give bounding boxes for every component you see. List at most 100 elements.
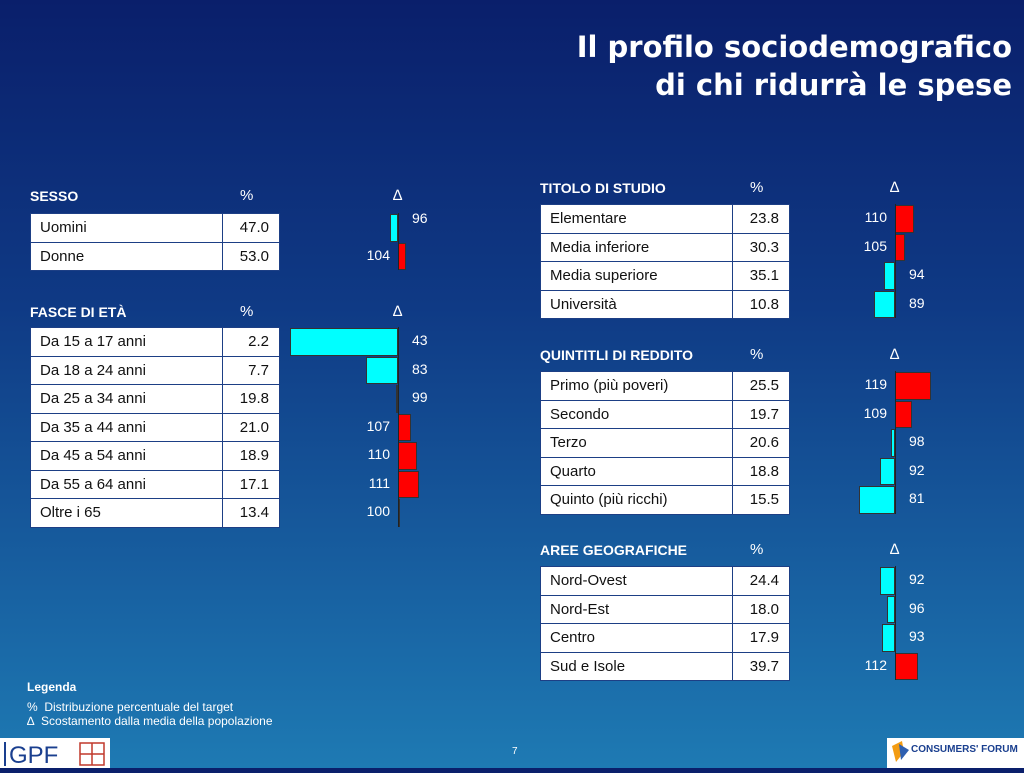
delta-bar	[895, 233, 905, 261]
delta-bar	[881, 624, 895, 652]
row-pct: 10.8	[732, 289, 790, 319]
delta-bar	[891, 429, 895, 457]
studio-pct-header: %	[750, 179, 764, 196]
delta-value: 99	[412, 389, 428, 405]
row-label: Da 18 a 24 anni	[30, 355, 223, 385]
delta-bar	[895, 372, 932, 400]
row-pct: 25.5	[732, 371, 790, 401]
row-label: Da 35 a 44 anni	[30, 412, 223, 442]
legend-pct-text: Distribuzione percentuale del target	[44, 700, 234, 714]
reddito-axis	[895, 371, 896, 514]
row-label: Quinto (più ricchi)	[540, 485, 733, 515]
delta-bar	[289, 328, 398, 356]
row-pct: 19.7	[732, 399, 790, 429]
table-row: Sud e Isole 39.7	[540, 651, 790, 681]
row-pct: 18.8	[732, 456, 790, 486]
table-row: Primo (più poveri) 25.5	[540, 371, 790, 401]
eta-section-title: FASCE DI ETÀ	[30, 304, 127, 320]
delta-value: 94	[909, 266, 925, 282]
studio-delta-header: ∆	[890, 179, 900, 196]
delta-value: 110	[367, 446, 390, 462]
row-pct: 19.8	[222, 384, 280, 414]
row-pct: 23.8	[732, 204, 790, 234]
studio-table: Elementare 23.8 Media inferiore 30.3 Media s…	[540, 204, 790, 319]
delta-value: 83	[412, 360, 428, 377]
delta-bar	[396, 385, 399, 413]
legend-delta-text: Scostamento dalla media della popolazion…	[41, 714, 273, 728]
delta-value: 107	[366, 417, 390, 434]
delta-bar	[398, 442, 417, 470]
table-row: Media superiore 35.1	[540, 261, 790, 291]
table-row: Da 45 a 54 anni 18.9	[30, 441, 280, 471]
row-pct: 17.9	[732, 623, 790, 653]
svg-text:CONSUMERS' FORUM: CONSUMERS' FORUM	[911, 744, 1018, 755]
delta-bar	[895, 205, 914, 233]
delta-bar	[887, 595, 895, 623]
row-label: Media inferiore	[540, 232, 733, 262]
row-label: Primo (più poveri)	[540, 371, 733, 401]
delta-value: 81	[909, 490, 925, 506]
row-pct: 24.4	[732, 566, 790, 596]
eta-pct-header: %	[240, 303, 254, 320]
aree-section-title: AREE GEOGRAFICHE	[540, 542, 688, 558]
page-number: 7	[512, 746, 518, 757]
delta-value: 92	[909, 461, 925, 478]
row-label: Uomini	[30, 213, 223, 243]
title-line-2: di chi ridurrà le spese	[655, 68, 1012, 102]
delta-value: 96	[412, 210, 428, 226]
table-row: Quarto 18.8	[540, 456, 790, 486]
legend-title: Legenda	[27, 680, 77, 694]
studio-axis	[895, 204, 896, 318]
row-pct: 21.0	[222, 412, 280, 442]
table-row: Terzo 20.6	[540, 428, 790, 458]
sesso-pct-header: %	[240, 187, 254, 204]
eta-table: Da 15 a 17 anni 2.2 Da 18 a 24 anni 7.7 Da 2…	[30, 327, 280, 528]
delta-bar	[895, 400, 913, 428]
table-row: Da 55 a 64 anni 17.1	[30, 469, 280, 499]
table-row: Media inferiore 30.3	[540, 232, 790, 262]
table-row: Quinto (più ricchi) 15.5	[540, 485, 790, 515]
eta-axis	[398, 327, 399, 527]
reddito-delta-header: ∆	[890, 346, 900, 363]
row-pct: 18.9	[222, 441, 280, 471]
table-row: Da 35 a 44 anni 21.0	[30, 412, 280, 442]
delta-bar	[858, 486, 895, 514]
row-label: Secondo	[540, 399, 733, 429]
delta-bar	[390, 214, 398, 242]
aree-axis	[895, 566, 896, 680]
row-label: Elementare	[540, 204, 733, 234]
table-row: Oltre i 65 13.4	[30, 498, 280, 528]
row-label: Media superiore	[540, 261, 733, 291]
row-pct: 53.0	[222, 241, 280, 271]
row-label: Terzo	[540, 428, 733, 458]
delta-value: 110	[864, 209, 887, 225]
row-pct: 2.2	[222, 327, 280, 357]
aree-delta-header: ∆	[890, 541, 900, 558]
delta-value: 98	[909, 433, 925, 449]
legend: Legenda % Distribuzione percentuale del …	[27, 680, 273, 728]
row-label: Donne	[30, 241, 223, 271]
delta-bar	[895, 652, 918, 680]
row-label: Quarto	[540, 456, 733, 486]
sesso-table: Uomini 47.0 Donne 53.0	[30, 213, 280, 271]
table-row: Donne 53.0	[30, 241, 280, 271]
row-label: Nord-Est	[540, 594, 733, 624]
row-pct: 20.6	[732, 428, 790, 458]
delta-value: 112	[864, 656, 887, 673]
row-pct: 7.7	[222, 355, 280, 385]
row-pct: 17.1	[222, 469, 280, 499]
row-pct: 30.3	[732, 232, 790, 262]
title-line-1: Il profilo sociodemografico	[576, 30, 1012, 64]
table-row: Da 18 a 24 anni 7.7	[30, 355, 280, 385]
reddito-pct-header: %	[750, 346, 764, 363]
delta-value: 104	[366, 246, 390, 263]
reddito-table: Primo (più poveri) 25.5 Secondo 19.7 Terzo 20…	[540, 371, 790, 515]
sesso-axis	[398, 213, 399, 270]
delta-value: 109	[863, 404, 887, 421]
aree-pct-header: %	[750, 541, 764, 558]
delta-value: 100	[366, 503, 390, 519]
studio-section-title: TITOLO DI STUDIO	[540, 180, 666, 196]
delta-bar	[879, 457, 895, 485]
eta-delta-header: ∆	[393, 303, 403, 320]
table-row: Elementare 23.8	[540, 204, 790, 234]
